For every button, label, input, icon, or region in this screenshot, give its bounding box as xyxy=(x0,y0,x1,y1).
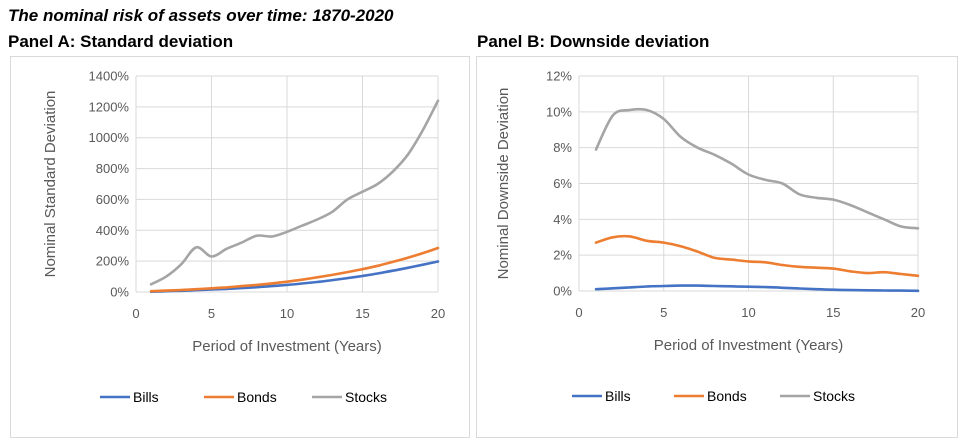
figure-title: The nominal risk of assets over time: 18… xyxy=(8,6,394,25)
panel-b-ytick-label: 4% xyxy=(553,212,572,227)
panel-a-ytick-label: 400% xyxy=(96,223,130,238)
panel-a-svg: 0% 200% 400% 600% 800% 1000% 1200% 1400% 0 5 10 15 2… xyxy=(10,56,470,438)
panel-a-xtick-label: 20 xyxy=(431,306,445,321)
panel-a-ytick-label: 1000% xyxy=(89,130,130,145)
panel-b-series-bills-line xyxy=(594,284,920,293)
panel-b-legend-label-bills: Bills xyxy=(605,388,631,404)
panel-a-series-bonds-line xyxy=(149,246,440,293)
panel-b-frame xyxy=(476,56,958,438)
panel-a-xtick-label: 15 xyxy=(355,306,369,321)
panel-a-chart: 0% 200% 400% 600% 800% 1000% 1200% 1400% 0 5 10 15 2… xyxy=(10,56,470,438)
panel-a-ytick-label: 200% xyxy=(96,254,130,269)
panel-b-title: Panel B: Downside deviation xyxy=(477,32,710,51)
panel-a-ytick-label: 800% xyxy=(96,161,130,176)
panel-a-series-stocks-line xyxy=(149,99,440,286)
panel-b-ytick-label: 2% xyxy=(553,248,572,263)
panel-a-x-axis-title: Period of Investment (Years) xyxy=(192,338,382,355)
panel-a-xtick-label: 0 xyxy=(132,306,139,321)
panel-a-ytick-label: 1400% xyxy=(89,69,130,84)
panel-a-ytick-label: 1200% xyxy=(89,99,130,114)
panel-a-legend-label-bonds: Bonds xyxy=(237,389,277,405)
panel-b-legend-label-stocks: Stocks xyxy=(813,388,855,404)
panel-b-xtick-label: 15 xyxy=(826,305,840,320)
panel-b-ytick-label: 0% xyxy=(553,284,572,299)
panel-a-legend-label-bills: Bills xyxy=(133,389,159,405)
panel-b-series-bonds-line xyxy=(594,234,920,278)
panel-b-y-axis-title: Nominal Downside Deviation xyxy=(495,88,512,280)
panel-a-y-axis-title: Nominal Standard Deviation xyxy=(42,91,59,278)
panel-b-xtick-label: 20 xyxy=(911,305,925,320)
panel-b-ytick-label: 10% xyxy=(546,104,572,119)
panel-b-ytick-label: 12% xyxy=(546,69,572,84)
panel-b-chart: 0% 2% 4% 6% 8% 10% 12% 0 5 10 15 20 Period of Invest… xyxy=(476,56,958,438)
panel-b-ytick-label: 8% xyxy=(553,140,572,155)
panel-a-ytick-label: 0% xyxy=(110,285,129,300)
panel-a-legend-label-stocks: Stocks xyxy=(345,389,387,405)
panel-a-title: Panel A: Standard deviation xyxy=(8,32,234,51)
panel-a-frame xyxy=(10,56,470,438)
panel-b-xtick-label: 10 xyxy=(741,305,755,320)
panel-a-ytick-label: 600% xyxy=(96,192,130,207)
panel-b-xtick-label: 5 xyxy=(660,305,667,320)
panel-b-xtick-label: 0 xyxy=(575,305,582,320)
panel-b-x-axis-title: Period of Investment (Years) xyxy=(654,337,844,354)
panel-b-ytick-label: 6% xyxy=(553,176,572,191)
panel-a-xtick-label: 5 xyxy=(208,306,215,321)
panel-b-series-stocks-line xyxy=(594,107,920,230)
panel-a-xtick-label: 10 xyxy=(280,306,294,321)
panel-b-legend-label-bonds: Bonds xyxy=(707,388,747,404)
panel-b-svg: 0% 2% 4% 6% 8% 10% 12% 0 5 10 15 20 Period of Invest… xyxy=(476,56,958,438)
